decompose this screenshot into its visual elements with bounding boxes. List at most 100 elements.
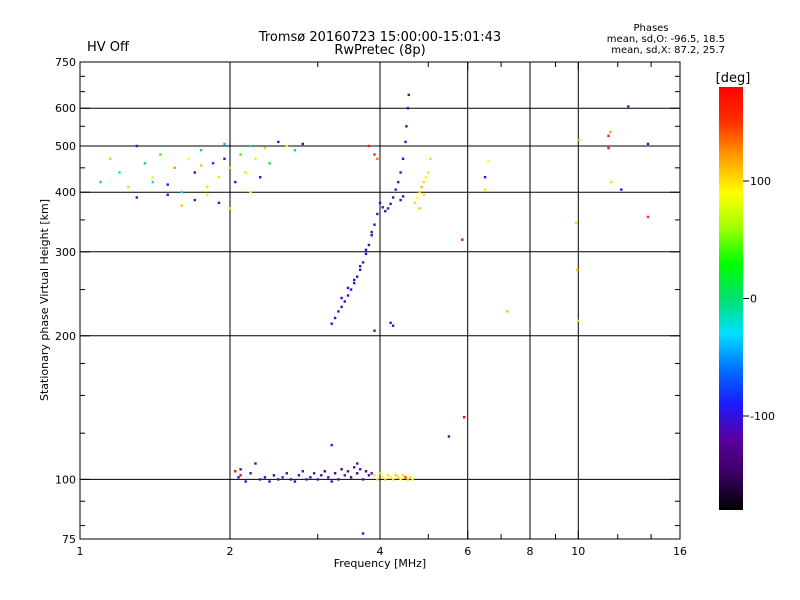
echo-point bbox=[293, 149, 297, 152]
y-tick-label: 200 bbox=[55, 330, 76, 343]
echo-point bbox=[330, 443, 333, 447]
echo-point bbox=[394, 474, 397, 477]
echo-point bbox=[413, 201, 417, 204]
echo-point bbox=[99, 180, 102, 184]
x-tick-label: 16 bbox=[673, 545, 687, 558]
echo-point bbox=[340, 468, 343, 471]
echo-point bbox=[289, 478, 293, 481]
echo-point bbox=[367, 243, 371, 247]
echo-point bbox=[389, 321, 392, 324]
echo-point bbox=[373, 474, 376, 477]
echo-point bbox=[389, 476, 392, 479]
echo-point bbox=[462, 416, 466, 419]
echo-point bbox=[607, 134, 610, 138]
echo-point bbox=[364, 470, 368, 473]
echo-point bbox=[416, 196, 419, 199]
colorbar-tick-label: 0 bbox=[750, 293, 757, 306]
echo-point bbox=[356, 462, 359, 465]
echo-point bbox=[180, 204, 183, 207]
echo-point bbox=[577, 319, 580, 322]
echo-point bbox=[349, 476, 353, 479]
echo-point bbox=[285, 472, 288, 475]
chart-subtitle: RwPretec (8p) bbox=[334, 43, 425, 58]
y-tick-label: 400 bbox=[55, 186, 76, 199]
echo-point bbox=[401, 474, 405, 477]
echo-point bbox=[386, 474, 390, 477]
echo-point bbox=[135, 144, 138, 148]
echo-point bbox=[259, 176, 262, 179]
echo-point bbox=[340, 296, 343, 300]
echo-point bbox=[118, 171, 121, 174]
echo-point bbox=[239, 468, 242, 471]
echo-point bbox=[206, 185, 209, 189]
echo-point bbox=[127, 185, 130, 189]
phase-stats-heading: Phases bbox=[633, 23, 668, 34]
echo-point bbox=[361, 478, 365, 481]
echo-point bbox=[370, 472, 373, 475]
echo-point bbox=[646, 142, 650, 146]
echo-point bbox=[384, 210, 387, 213]
y-tick-label: 600 bbox=[55, 102, 76, 115]
echo-point bbox=[389, 202, 392, 206]
echo-point bbox=[609, 130, 612, 134]
echo-point bbox=[359, 264, 362, 268]
echo-point bbox=[399, 171, 402, 174]
echo-point bbox=[143, 162, 147, 165]
echo-point bbox=[263, 146, 267, 150]
echo-point bbox=[297, 474, 301, 477]
echo-point bbox=[370, 234, 373, 237]
y-tick-label: 100 bbox=[55, 473, 76, 486]
echo-point bbox=[211, 162, 215, 165]
echo-point bbox=[254, 462, 257, 465]
echo-point bbox=[404, 140, 407, 144]
echo-point bbox=[323, 470, 326, 473]
echo-point bbox=[135, 196, 138, 199]
echo-point bbox=[244, 171, 247, 174]
echo-point bbox=[359, 268, 362, 271]
echo-point bbox=[418, 191, 421, 194]
echo-point bbox=[199, 164, 203, 167]
echo-point bbox=[399, 198, 402, 202]
echo-point bbox=[268, 480, 271, 483]
echo-point bbox=[627, 105, 630, 108]
echo-point bbox=[373, 153, 376, 156]
echo-point bbox=[277, 478, 280, 481]
echo-point bbox=[483, 188, 487, 191]
echo-point bbox=[199, 149, 203, 152]
x-tick-label: 4 bbox=[377, 545, 384, 558]
x-tick-label: 1 bbox=[77, 545, 84, 558]
echo-point bbox=[353, 278, 356, 282]
x-axis-label: Frequency [MHz] bbox=[334, 557, 426, 570]
echo-point bbox=[223, 142, 226, 146]
echo-point bbox=[483, 176, 487, 179]
echo-point bbox=[401, 157, 405, 160]
echo-point bbox=[364, 248, 368, 251]
echo-point bbox=[228, 166, 232, 169]
echo-point bbox=[237, 476, 240, 479]
x-tick-label: 10 bbox=[571, 545, 585, 558]
echo-point bbox=[343, 474, 346, 477]
echo-point bbox=[346, 286, 350, 290]
echo-point bbox=[461, 238, 464, 241]
x-tick-label: 8 bbox=[527, 545, 534, 558]
echo-point bbox=[254, 157, 257, 160]
echo-point bbox=[401, 195, 405, 198]
chart-title: Tromsø 20160723 15:00:00-15:01:43 bbox=[258, 30, 501, 45]
echo-point bbox=[187, 157, 190, 160]
y-tick-label: 500 bbox=[55, 140, 76, 153]
echo-point bbox=[281, 476, 284, 479]
echo-point bbox=[305, 478, 308, 481]
echo-point bbox=[349, 288, 353, 291]
echo-point bbox=[217, 201, 221, 204]
echo-point bbox=[407, 93, 410, 97]
echo-point bbox=[427, 171, 430, 174]
echo-point bbox=[610, 180, 613, 184]
echo-point bbox=[364, 252, 368, 256]
echo-point bbox=[356, 472, 359, 475]
echo-point bbox=[376, 157, 379, 160]
echo-point bbox=[337, 310, 340, 313]
echo-point bbox=[333, 472, 337, 475]
echo-point bbox=[404, 476, 407, 479]
echo-point bbox=[370, 230, 373, 234]
